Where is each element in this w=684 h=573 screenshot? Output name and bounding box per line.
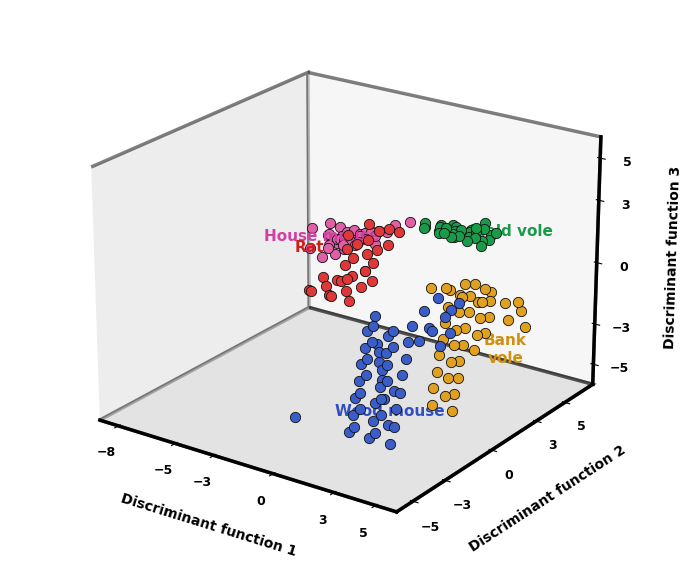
Y-axis label: Discriminant function 2: Discriminant function 2 xyxy=(466,443,628,555)
X-axis label: Discriminant function 1: Discriminant function 1 xyxy=(119,492,298,559)
